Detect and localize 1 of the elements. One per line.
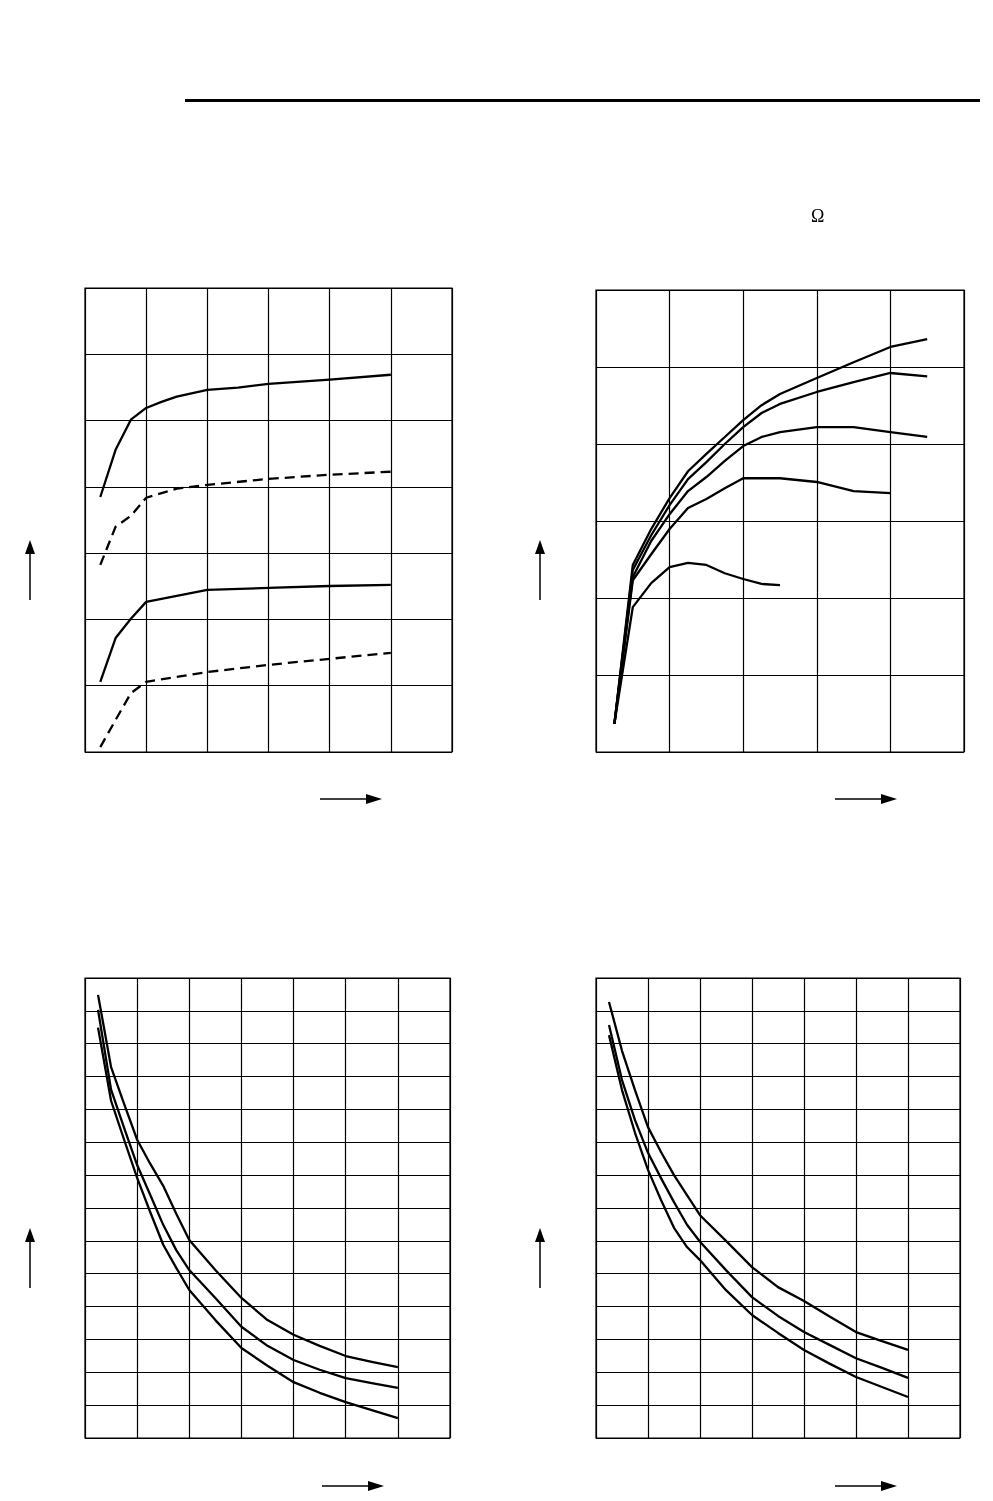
chart-title: Ω bbox=[811, 206, 825, 226]
